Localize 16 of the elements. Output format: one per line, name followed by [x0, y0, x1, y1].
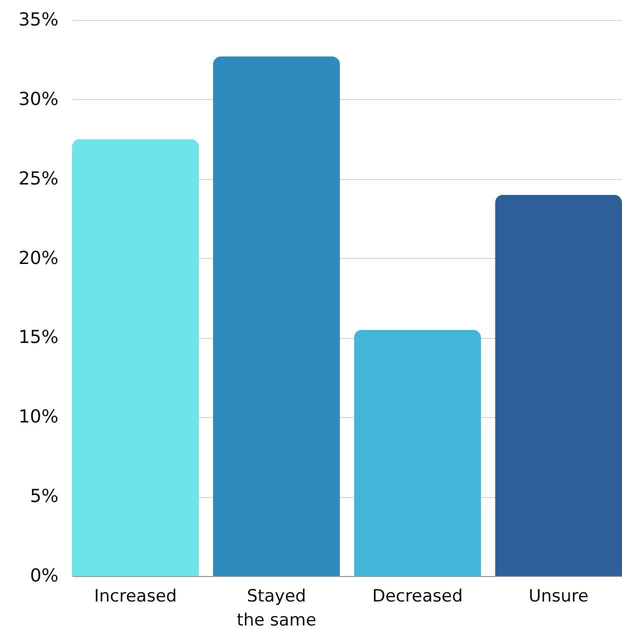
x-tick-label: Decreased	[372, 586, 463, 606]
y-tick-label: 20%	[18, 248, 58, 269]
bar	[213, 56, 340, 576]
y-tick-label: 10%	[18, 406, 58, 428]
y-tick-label: 5%	[30, 486, 58, 508]
bar	[72, 139, 199, 576]
y-tick-label: 25%	[18, 168, 58, 190]
x-tick-label: Increased	[94, 586, 177, 606]
y-tick-label: 30%	[18, 88, 58, 110]
bar	[354, 330, 481, 576]
x-tick-label: Stayed the same	[236, 586, 316, 630]
y-tick-label: 0%	[30, 566, 58, 586]
x-tick-label: Unsure	[528, 586, 589, 606]
y-tick-label: 15%	[18, 327, 58, 348]
y-tick-label: 35%	[18, 10, 58, 30]
bar	[495, 194, 622, 576]
